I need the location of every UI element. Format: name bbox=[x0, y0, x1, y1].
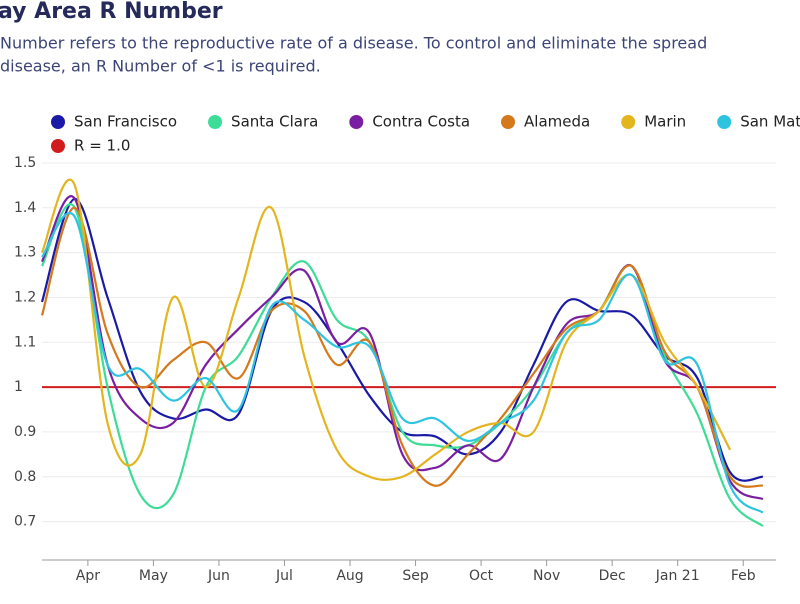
subtitle: disease, an R Number of <1 is required. bbox=[0, 57, 321, 76]
legend-label: Contra Costa bbox=[372, 113, 470, 131]
y-tick-label: 1 bbox=[14, 379, 23, 395]
x-tick-label: Jul bbox=[275, 568, 293, 584]
x-tick-label: Aug bbox=[336, 568, 363, 584]
legend-marker bbox=[208, 115, 223, 129]
x-tick-label: Nov bbox=[533, 568, 560, 584]
x-tick-label: Sep bbox=[402, 568, 429, 584]
legend-label: San Francisco bbox=[74, 113, 177, 131]
chart-title: ay Area R Number bbox=[0, 0, 223, 24]
legend-label: Marin bbox=[644, 113, 686, 131]
legend-label: Santa Clara bbox=[231, 113, 318, 131]
legend-marker bbox=[51, 139, 65, 153]
y-tick-label: 1.2 bbox=[14, 289, 36, 305]
y-tick-label: 0.9 bbox=[14, 424, 36, 440]
x-tick-label: Apr bbox=[76, 568, 100, 584]
series-line bbox=[40, 206, 764, 488]
y-tick-label: 1.3 bbox=[14, 245, 36, 261]
y-tick-label: 1.4 bbox=[14, 200, 36, 216]
y-tick-label: 0.7 bbox=[14, 514, 36, 530]
series-line bbox=[40, 178, 732, 481]
series-line bbox=[41, 212, 764, 514]
x-tick-label: Feb bbox=[731, 568, 756, 584]
legend-marker bbox=[51, 115, 65, 129]
series-line bbox=[41, 195, 764, 501]
x-tick-label: Jun bbox=[207, 568, 230, 584]
x-tick-label: Dec bbox=[599, 568, 626, 584]
legend-marker bbox=[501, 115, 516, 129]
x-tick-label: May bbox=[139, 568, 168, 584]
series-line bbox=[40, 197, 764, 482]
legend-label: San Mateo bbox=[740, 113, 800, 131]
legend-label: Alameda bbox=[524, 113, 590, 131]
y-tick-label: 1.5 bbox=[14, 155, 36, 171]
subtitle: Number refers to the reproductive rate o… bbox=[0, 34, 707, 53]
legend-marker bbox=[717, 115, 732, 129]
legend-marker bbox=[349, 115, 364, 129]
x-tick-label: Oct bbox=[469, 568, 494, 584]
y-tick-label: 1.1 bbox=[14, 334, 36, 350]
x-tick-label: Jan 21 bbox=[655, 568, 700, 584]
legend-label: R = 1.0 bbox=[74, 137, 130, 155]
legend-marker bbox=[621, 115, 636, 129]
y-tick-label: 0.8 bbox=[14, 469, 36, 485]
